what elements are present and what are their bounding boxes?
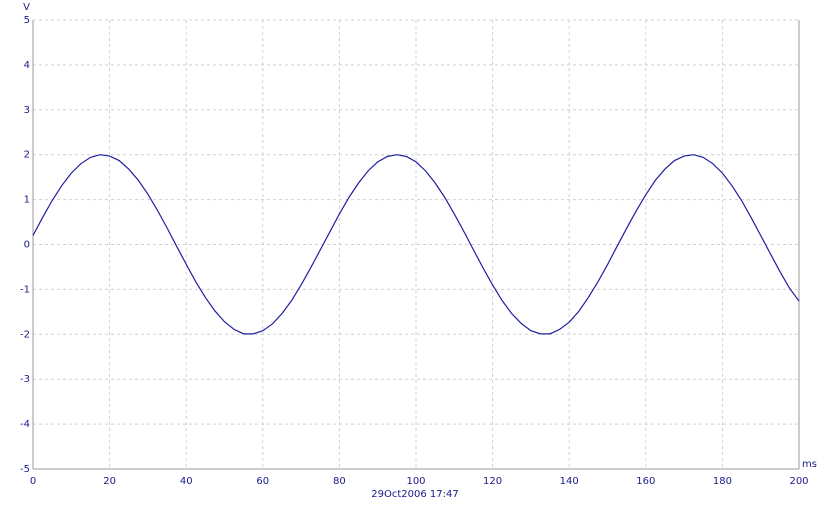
y-tick-label: -2 — [20, 329, 30, 340]
x-tick-label: 120 — [483, 476, 502, 487]
y-tick-label: -3 — [20, 374, 30, 385]
x-tick-label: 40 — [180, 476, 193, 487]
x-tick-label: 180 — [713, 476, 732, 487]
x-tick-label: 60 — [256, 476, 269, 487]
x-tick-label: 100 — [406, 476, 425, 487]
x-tick-label: 200 — [789, 476, 808, 487]
x-tick-label: 160 — [636, 476, 655, 487]
x-tick-label: 0 — [30, 476, 36, 487]
y-tick-label: 0 — [24, 240, 30, 251]
footer-timestamp: 29Oct2006 17:47 — [371, 489, 458, 500]
x-tick-label: 140 — [560, 476, 579, 487]
y-tick-label: -4 — [20, 419, 30, 430]
y-axis-label: V — [23, 2, 30, 13]
y-tick-label: 1 — [24, 195, 30, 206]
y-tick-label: 5 — [24, 15, 30, 26]
x-axis-label: ms — [802, 459, 817, 470]
x-tick-label: 20 — [103, 476, 116, 487]
y-tick-label: 3 — [24, 105, 30, 116]
y-tick-label: -5 — [20, 464, 30, 475]
y-tick-label: -1 — [20, 284, 30, 295]
x-tick-label: 80 — [333, 476, 346, 487]
signal-line — [32, 154, 800, 335]
y-tick-label: 4 — [24, 60, 30, 71]
y-tick-label: 2 — [24, 150, 30, 161]
